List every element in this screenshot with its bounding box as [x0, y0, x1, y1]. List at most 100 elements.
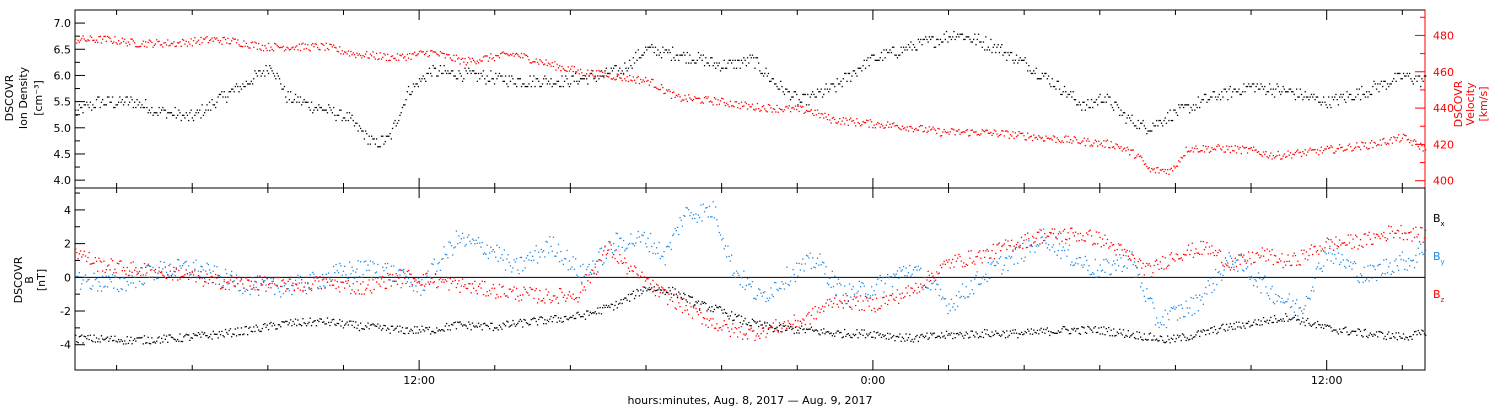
by-point [379, 276, 381, 278]
bz-point [129, 270, 131, 272]
density-point [157, 114, 159, 116]
bz-point [94, 257, 96, 259]
bx-point [466, 327, 469, 330]
density-point [119, 96, 121, 98]
bx-point [611, 303, 614, 306]
density-point [672, 46, 674, 48]
bx-point [400, 330, 402, 332]
by-point [922, 288, 924, 291]
bx-point [479, 325, 481, 328]
velocity-point [1213, 148, 1215, 150]
bx-point [1277, 319, 1279, 322]
bx-point [267, 329, 270, 331]
bx-point [1246, 322, 1249, 324]
bx-point [840, 331, 842, 334]
bx-point [200, 336, 202, 338]
bz-point [367, 284, 369, 286]
bx-point [172, 336, 174, 339]
bz-point [254, 280, 256, 283]
velocity-point [87, 39, 89, 41]
velocity-point [503, 52, 505, 54]
bz-point [439, 277, 442, 279]
by-point [745, 284, 747, 287]
bz-point [442, 279, 444, 281]
velocity-point [975, 131, 977, 133]
by-point [1003, 264, 1005, 266]
density-point [976, 38, 978, 41]
bz-point [227, 281, 229, 283]
velocity-point [109, 37, 111, 39]
density-point [331, 112, 333, 114]
bx-point [186, 334, 189, 336]
velocity-point [715, 98, 717, 100]
bx-point [185, 333, 187, 335]
bx-point [1267, 322, 1270, 324]
density-point [1412, 83, 1414, 85]
velocity-point [670, 97, 673, 99]
velocity-point [567, 66, 569, 68]
bx-point [99, 341, 101, 343]
bx-point [911, 338, 913, 341]
by-point [271, 280, 273, 282]
by-point [995, 264, 997, 267]
bx-point [1114, 335, 1116, 337]
density-point [803, 93, 805, 96]
velocity-point [690, 98, 692, 100]
bx-point [371, 324, 373, 326]
by-point [554, 255, 556, 257]
density-point [502, 80, 504, 82]
bx-point [633, 297, 636, 300]
by-point [688, 209, 690, 211]
by-point [544, 256, 546, 258]
bx-point [583, 313, 585, 315]
velocity-point [157, 41, 159, 43]
by-point [385, 267, 388, 269]
velocity-point [731, 105, 733, 107]
bx-point [834, 335, 836, 337]
by-point [1369, 264, 1371, 266]
velocity-point [906, 126, 908, 128]
by-point [1400, 258, 1402, 261]
velocity-point [1202, 145, 1204, 147]
velocity-point [547, 62, 550, 64]
bx-point [372, 323, 374, 325]
by-point [809, 252, 811, 254]
density-point [852, 70, 854, 72]
density-point [172, 114, 174, 116]
velocity-point [232, 37, 234, 39]
density-point [1101, 101, 1104, 103]
bx-point [309, 317, 311, 319]
velocity-point [925, 127, 927, 129]
bz-point [243, 287, 245, 289]
velocity-point [859, 125, 862, 127]
density-point [738, 59, 740, 61]
bx-point [645, 287, 647, 289]
density-point [1205, 93, 1207, 96]
velocity-point [774, 108, 776, 111]
bx-point [218, 331, 220, 333]
density-point [320, 106, 322, 109]
velocity-point [778, 107, 781, 110]
velocity-point [360, 54, 362, 57]
velocity-point [1265, 151, 1267, 153]
density-point [1156, 119, 1158, 122]
density-point [496, 78, 498, 80]
bx-point [1422, 330, 1424, 332]
bz-point [119, 260, 121, 262]
by-point [1034, 251, 1036, 253]
velocity-point [1351, 150, 1353, 152]
density-point [485, 83, 487, 85]
bx-point [1073, 327, 1075, 329]
bx-point [1001, 334, 1003, 336]
bx-point [216, 333, 218, 335]
bz-point [396, 283, 399, 285]
velocity-point [83, 38, 85, 40]
by-point [894, 275, 896, 277]
by-point [943, 298, 945, 300]
density-point [788, 91, 790, 93]
density-point [430, 72, 432, 75]
velocity-point [525, 54, 528, 56]
bx-point [520, 320, 523, 322]
bz-point [186, 273, 189, 275]
velocity-point [1030, 135, 1032, 137]
